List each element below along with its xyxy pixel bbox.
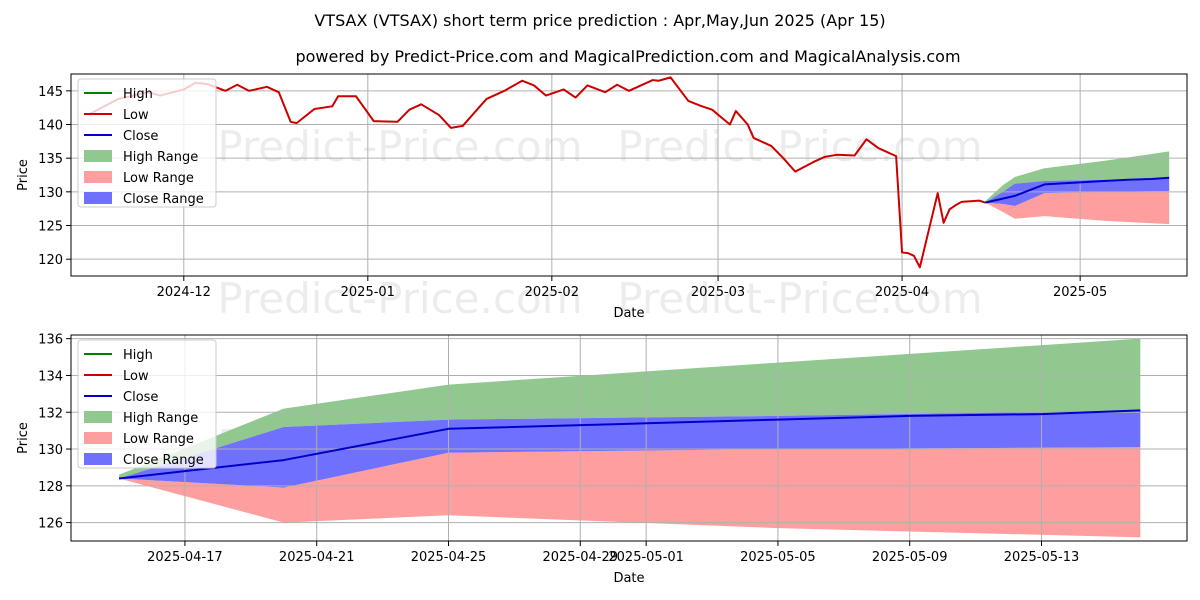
plot-frame	[70, 334, 1188, 542]
y-axis-label: Price	[16, 159, 31, 191]
y-tick-label: 140	[38, 119, 63, 134]
x-tick-label: 2025-04-29	[542, 550, 618, 565]
x-tick-label: 2025-04-21	[279, 550, 355, 565]
legend-label-high-range: High Range	[123, 150, 198, 165]
x-axis-label: Date	[613, 306, 644, 321]
watermark-text: Predict-Price.com	[617, 274, 982, 323]
plot-frame	[70, 73, 1188, 277]
legend-swatch-low-range	[84, 432, 112, 444]
watermark-text: Predict-Price.com	[617, 122, 982, 171]
legend-swatch-high-range	[84, 150, 112, 162]
legend-swatch-low-range	[84, 171, 112, 183]
x-tick-label: 2025-04-17	[147, 550, 223, 565]
high-range-band	[985, 151, 1170, 203]
legend-box	[77, 339, 217, 469]
x-tick-label: 2025-05-09	[872, 550, 948, 565]
close-series-line	[118, 409, 1141, 480]
x-tick-label: 2025-04-25	[411, 550, 487, 565]
x-tick-label: 2025-02	[525, 285, 579, 300]
legend-label-low-range: Low Range	[123, 171, 194, 186]
low-range-band	[119, 447, 1141, 538]
legend-label-low-range: Low Range	[123, 432, 194, 447]
y-tick-label: 130	[38, 443, 63, 458]
legend-label-close-range: Close Range	[123, 192, 204, 207]
x-tick-label: 2024-12	[157, 285, 211, 300]
legend-swatch-close-range	[84, 453, 112, 465]
close-series-line	[984, 176, 1170, 204]
x-tick-label: 2025-03	[691, 285, 745, 300]
watermark-text: Predict-Price.com	[217, 122, 582, 171]
x-tick-label: 2025-04	[875, 285, 929, 300]
y-tick-label: 130	[38, 186, 63, 201]
y-tick-label: 134	[38, 369, 63, 384]
low-series-line	[88, 76, 986, 269]
bottom-panel: Predict-Price.comPredict-Price.com2025-0…	[16, 333, 1188, 586]
legend-label-close-range: Close Range	[123, 453, 204, 468]
legend: High Low Close High Range Low Range Close Ran…	[77, 78, 217, 208]
y-tick-label: 132	[38, 406, 63, 421]
y-tick-label: 135	[38, 152, 63, 167]
y-tick-label: 126	[38, 517, 63, 532]
x-axis-label: Date	[613, 571, 644, 586]
y-tick-label: 136	[38, 333, 63, 348]
y-axis-label: Price	[16, 422, 31, 454]
y-tick-label: 125	[38, 220, 63, 235]
legend: High Low Close High Range Low Range Close Ran…	[77, 339, 217, 469]
y-tick-label: 145	[38, 85, 63, 100]
chart-subtitle: powered by Predict-Price.com and Magical…	[295, 47, 960, 66]
watermark-text: Predict-Price.com	[217, 274, 582, 323]
legend-label-close: Close	[123, 129, 158, 144]
y-tick-label: 120	[38, 253, 63, 268]
legend-box	[77, 78, 217, 208]
legend-label-high: High	[123, 348, 153, 363]
chart-title: VTSAX (VTSAX) short term price predictio…	[314, 11, 885, 30]
high-range-band	[119, 338, 1141, 479]
low-range-band	[985, 191, 1170, 225]
legend-label-low: Low	[123, 369, 149, 384]
top-panel: Predict-Price.com Predict-Price.com Predic…	[16, 73, 1188, 323]
y-tick-label: 128	[38, 480, 63, 495]
legend-label-high: High	[123, 87, 153, 102]
legend-swatch-close-range	[84, 192, 112, 204]
legend-swatch-high-range	[84, 411, 112, 423]
x-tick-label: 2025-05-13	[1004, 550, 1080, 565]
x-tick-label: 2025-05-01	[608, 550, 684, 565]
legend-label-close: Close	[123, 390, 158, 405]
x-tick-label: 2025-05-05	[740, 550, 816, 565]
x-tick-label: 2025-01	[341, 285, 395, 300]
x-tick-label: 2025-05	[1053, 285, 1107, 300]
legend-label-low: Low	[123, 108, 149, 123]
legend-label-high-range: High Range	[123, 411, 198, 426]
